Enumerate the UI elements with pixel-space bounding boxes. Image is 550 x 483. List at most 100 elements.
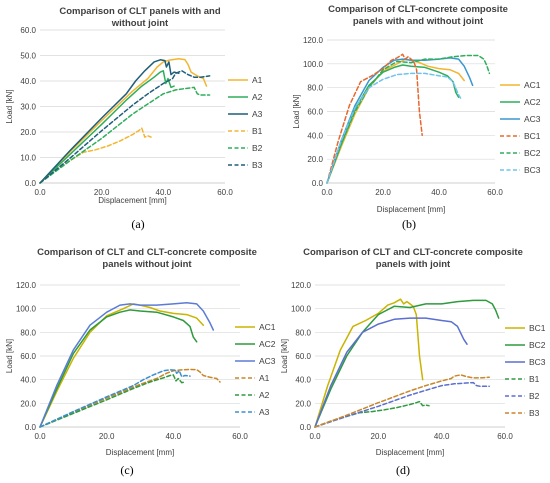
legend-label: A2 xyxy=(259,390,270,400)
legend-label: AC3 xyxy=(524,114,541,124)
chart-panel-1: Comparison of CLT panels with and without… xyxy=(5,6,263,231)
chart-title: Comparison of CLT-concrete composite pane… xyxy=(328,4,508,27)
series-line-bc3 xyxy=(314,317,468,428)
y-tick-label: 40.0 xyxy=(20,376,36,385)
x-tick-label: 60.0 xyxy=(232,432,248,441)
x-tick-label: 60.0 xyxy=(217,188,233,197)
chart-title: Comparison of CLT and CLT-concrete compo… xyxy=(37,247,257,270)
panel-caption: (c) xyxy=(120,463,133,477)
y-tick-label: 100.0 xyxy=(16,305,37,314)
y-tick-label: 20.0 xyxy=(295,399,311,408)
legend-label: BC2 xyxy=(529,340,546,350)
y-tick-label: 100.0 xyxy=(303,60,324,69)
series-line-bc2 xyxy=(326,54,491,184)
y-tick-label: 80.0 xyxy=(307,84,323,93)
chart-legend: BC1 BC2 BC3 B1 B2 B3 xyxy=(505,323,546,418)
x-tick-label: 40.0 xyxy=(431,188,447,197)
y-tick-label: 40.0 xyxy=(295,376,311,385)
series-line-b3 xyxy=(314,374,490,428)
series-line-a3 xyxy=(39,59,180,184)
x-axis-label: Displacement [mm] xyxy=(376,448,444,457)
legend-label: A3 xyxy=(259,407,270,417)
y-tick-label: 20.0 xyxy=(307,155,323,164)
x-tick-label: 20.0 xyxy=(371,432,387,441)
series-line-a2 xyxy=(39,374,186,428)
x-axis-label: Displacement [mm] xyxy=(377,205,445,214)
legend-label: AC1 xyxy=(524,80,541,90)
series-line-ac2 xyxy=(326,64,460,184)
chart-title: Comparison of CLT and CLT-concrete compo… xyxy=(303,247,523,270)
x-tick-label: 40.0 xyxy=(434,432,450,441)
y-tick-label: 20.0 xyxy=(20,399,36,408)
series-line-b3 xyxy=(39,70,211,184)
y-tick-label: 40.0 xyxy=(20,77,36,86)
y-tick-label: 10.0 xyxy=(20,154,36,163)
series-line-ac3 xyxy=(326,57,474,184)
x-tick-label: 0.0 xyxy=(34,188,46,197)
y-tick-label: 80.0 xyxy=(20,328,36,337)
legend-label: AC2 xyxy=(259,339,276,349)
series-line-b2 xyxy=(314,381,490,428)
legend-label: B2 xyxy=(252,143,263,153)
x-tick-label: 0.0 xyxy=(321,188,333,197)
y-tick-label: 40.0 xyxy=(307,131,323,140)
y-axis-label: Load [kN] xyxy=(5,89,14,123)
series-line-ac3 xyxy=(39,302,215,428)
y-tick-label: 0.0 xyxy=(312,179,324,188)
legend-label: A2 xyxy=(252,92,263,102)
y-tick-label: 60.0 xyxy=(20,26,36,35)
panel-caption: (d) xyxy=(396,463,410,477)
series-line-bc1 xyxy=(314,298,424,428)
legend-label: AC1 xyxy=(259,322,276,332)
chart-panel-2: Comparison of CLT-concrete composite pane… xyxy=(292,4,541,231)
legend-label: A1 xyxy=(252,75,263,85)
series-line-a3 xyxy=(39,369,191,428)
y-tick-label: 50.0 xyxy=(20,52,36,61)
legend-label: BC1 xyxy=(529,323,546,333)
y-tick-label: 120.0 xyxy=(303,36,324,45)
y-tick-label: 20.0 xyxy=(20,128,36,137)
y-tick-label: 80.0 xyxy=(295,328,311,337)
x-tick-label: 60.0 xyxy=(487,188,503,197)
legend-label: BC2 xyxy=(524,148,541,158)
legend-label: BC3 xyxy=(524,165,541,175)
x-tick-label: 40.0 xyxy=(166,432,182,441)
x-axis-label: Displacement [mm] xyxy=(98,196,166,205)
legend-label: B1 xyxy=(529,374,540,384)
chart-panel-4: Comparison of CLT and CLT-concrete compo… xyxy=(280,247,546,477)
y-axis-label: Load [kN] xyxy=(5,339,14,373)
chart-legend: AC1 AC2 AC3 A1 A2 A3 xyxy=(235,322,276,417)
y-tick-label: 0.0 xyxy=(25,423,37,432)
y-tick-label: 60.0 xyxy=(295,352,311,361)
x-tick-label: 0.0 xyxy=(309,432,321,441)
y-tick-label: 0.0 xyxy=(300,423,312,432)
y-tick-label: 100.0 xyxy=(291,305,312,314)
y-axis-label: Load [kN] xyxy=(292,94,301,128)
legend-label: AC2 xyxy=(524,97,541,107)
x-axis-label: Displacement [mm] xyxy=(106,448,174,457)
legend-label: B1 xyxy=(252,126,263,136)
legend-label: B2 xyxy=(529,391,540,401)
y-tick-label: 60.0 xyxy=(20,352,36,361)
y-tick-label: 120.0 xyxy=(291,281,312,290)
chart-legend: A1 A2 A3 B1 B2 B3 xyxy=(228,75,263,170)
chart-legend: AC1 AC2 AC3 BC1 BC2 BC3 xyxy=(500,80,541,175)
legend-label: B3 xyxy=(252,160,263,170)
legend-label: AC3 xyxy=(259,356,276,366)
series-line-bc1 xyxy=(326,53,423,184)
legend-label: A1 xyxy=(259,373,270,383)
x-tick-label: 60.0 xyxy=(497,432,513,441)
legend-label: A3 xyxy=(252,109,263,119)
series-line-a1 xyxy=(39,368,221,428)
panel-caption: (a) xyxy=(131,217,144,231)
x-tick-label: 20.0 xyxy=(94,188,110,197)
y-tick-label: 0.0 xyxy=(25,179,37,188)
x-tick-label: 20.0 xyxy=(375,188,391,197)
series-line-bc2 xyxy=(314,299,500,428)
series-line-ac1 xyxy=(39,303,205,428)
panel-caption: (b) xyxy=(402,217,416,231)
series-line-ac1 xyxy=(326,58,465,184)
chart-title: Comparison of CLT panels with and without… xyxy=(59,6,221,29)
series-line-bc3 xyxy=(326,72,463,184)
